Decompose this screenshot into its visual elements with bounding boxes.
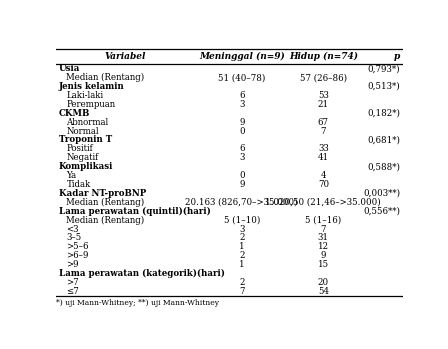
Text: p: p	[394, 52, 401, 61]
Text: >9: >9	[66, 260, 79, 269]
Text: Median (Rentang): Median (Rentang)	[66, 73, 145, 82]
Text: 0,182*): 0,182*)	[367, 109, 401, 118]
Text: 9: 9	[239, 118, 245, 127]
Text: 0,556**): 0,556**)	[363, 207, 401, 216]
Text: 20: 20	[318, 278, 329, 287]
Text: ≤7: ≤7	[66, 287, 79, 296]
Text: 0,513*): 0,513*)	[368, 82, 401, 91]
Text: 54: 54	[318, 287, 329, 296]
Text: 70: 70	[318, 180, 329, 189]
Text: 0: 0	[239, 126, 245, 135]
Text: Median (Rentang): Median (Rentang)	[66, 216, 145, 225]
Text: 1: 1	[239, 242, 245, 251]
Text: >7: >7	[66, 278, 79, 287]
Text: Normal: Normal	[66, 126, 99, 135]
Text: Perempuan: Perempuan	[66, 100, 116, 109]
Text: Jenis kelamin: Jenis kelamin	[59, 82, 125, 91]
Text: 6: 6	[239, 91, 245, 100]
Text: 0,588*): 0,588*)	[367, 162, 401, 171]
Text: Kadar NT-proBNP: Kadar NT-proBNP	[59, 189, 146, 198]
Text: 5 (1–16): 5 (1–16)	[305, 216, 341, 225]
Text: Troponin T: Troponin T	[59, 135, 112, 144]
Text: 3–5: 3–5	[66, 233, 82, 243]
Text: 9: 9	[239, 180, 245, 189]
Text: Abnormal: Abnormal	[66, 118, 109, 127]
Text: 3: 3	[239, 224, 245, 233]
Text: 1.020,50 (21,46–>35.000): 1.020,50 (21,46–>35.000)	[266, 198, 381, 207]
Text: 2: 2	[239, 233, 245, 243]
Text: 33: 33	[318, 144, 329, 153]
Text: 7: 7	[321, 224, 326, 233]
Text: Median (Rentang): Median (Rentang)	[66, 198, 145, 207]
Text: 31: 31	[318, 233, 329, 243]
Text: 57 (26–86): 57 (26–86)	[300, 73, 347, 82]
Text: Ya: Ya	[66, 171, 77, 180]
Text: 3: 3	[239, 100, 245, 109]
Text: Lama perawatan (quintil)(hari): Lama perawatan (quintil)(hari)	[59, 207, 211, 216]
Text: 4: 4	[321, 171, 326, 180]
Text: 51 (40–78): 51 (40–78)	[218, 73, 265, 82]
Text: 5 (1–10): 5 (1–10)	[224, 216, 260, 225]
Text: Lama perawatan (kategorik)(hari): Lama perawatan (kategorik)(hari)	[59, 269, 225, 278]
Text: 21: 21	[318, 100, 329, 109]
Text: Tidak: Tidak	[66, 180, 90, 189]
Text: CKMB: CKMB	[59, 109, 90, 118]
Text: 53: 53	[318, 91, 329, 100]
Text: *) uji Mann-Whitney; **) uji Mann-Whitney: *) uji Mann-Whitney; **) uji Mann-Whitne…	[56, 299, 219, 307]
Text: 3: 3	[239, 153, 245, 162]
Text: >5–6: >5–6	[66, 242, 89, 251]
Text: 7: 7	[321, 126, 326, 135]
Text: 9: 9	[321, 251, 326, 260]
Text: 0: 0	[239, 171, 245, 180]
Text: 1: 1	[239, 260, 245, 269]
Text: 0,681*): 0,681*)	[367, 135, 401, 144]
Text: Negatif: Negatif	[66, 153, 99, 162]
Text: Hidup (n=74): Hidup (n=74)	[289, 52, 358, 61]
Text: 15: 15	[318, 260, 329, 269]
Text: 20.163 (826,70–>35.000): 20.163 (826,70–>35.000)	[185, 198, 298, 207]
Text: Meninggal (n=9): Meninggal (n=9)	[199, 52, 284, 61]
Text: Usia: Usia	[59, 64, 80, 73]
Text: Variabel: Variabel	[105, 52, 146, 61]
Text: 7: 7	[239, 287, 245, 296]
Text: 2: 2	[239, 251, 245, 260]
Text: Komplikasi: Komplikasi	[59, 162, 113, 171]
Text: 6: 6	[239, 144, 245, 153]
Text: 2: 2	[239, 278, 245, 287]
Text: >6–9: >6–9	[66, 251, 89, 260]
Text: Laki-laki: Laki-laki	[66, 91, 103, 100]
Text: 41: 41	[318, 153, 329, 162]
Text: <3: <3	[66, 224, 79, 233]
Text: Positif: Positif	[66, 144, 93, 153]
Text: 67: 67	[318, 118, 329, 127]
Text: 0,003**): 0,003**)	[363, 189, 401, 198]
Text: 12: 12	[318, 242, 329, 251]
Text: 0,793*): 0,793*)	[368, 64, 401, 73]
